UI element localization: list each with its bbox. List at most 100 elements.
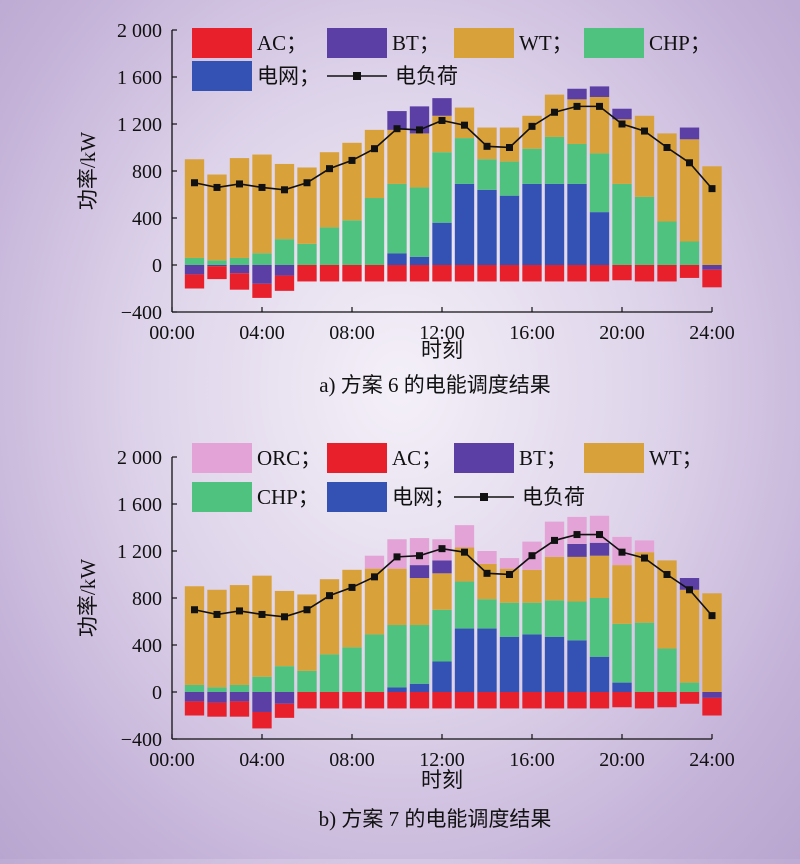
load-point-16	[528, 122, 536, 130]
bar-grid-18	[567, 640, 587, 692]
bar-WT-2	[207, 589, 227, 688]
bar-BT-11	[409, 565, 430, 579]
bar-AC-20	[612, 692, 632, 708]
bar-WT-22	[657, 133, 677, 222]
load-point-20	[618, 548, 626, 556]
bar-CHP-7	[319, 227, 340, 265]
bar-CHP-4	[252, 676, 272, 692]
bar-grid-19	[589, 212, 610, 266]
bar-CHP-19	[589, 598, 610, 657]
bar-CHP-3	[229, 257, 250, 265]
x-tick-label: 04:00	[239, 749, 285, 771]
bar-AC-18	[567, 692, 587, 709]
bar-WT-1	[184, 159, 205, 258]
load-point-19	[596, 102, 603, 110]
legend-label-grid: 电网；	[392, 485, 455, 509]
bar-WT-18	[567, 556, 587, 602]
bar-AC-7	[319, 265, 340, 282]
bar-ORC-15	[499, 558, 520, 569]
y-tick-label: −400	[121, 302, 162, 324]
bar-CHP-12	[432, 152, 452, 223]
bar-WT-17	[544, 556, 565, 601]
bar-WT-2	[207, 174, 227, 261]
bar-WT-6	[297, 167, 317, 244]
bar-AC-10	[387, 692, 407, 709]
load-point-21	[641, 554, 648, 562]
bar-AC-21	[634, 692, 655, 709]
bar-CHP-6	[297, 243, 317, 265]
bar-WT-23	[679, 139, 700, 242]
bar-CHP-14	[477, 159, 497, 190]
bar-CHP-17	[544, 136, 565, 184]
bar-WT-9	[364, 568, 385, 635]
load-point-10	[393, 553, 401, 561]
bar-BT-24	[702, 692, 722, 698]
bar-WT-22	[657, 560, 677, 649]
bar-AC-5	[274, 703, 295, 718]
bar-grid-10	[387, 253, 407, 265]
bar-AC-21	[634, 265, 655, 282]
bar-WT-5	[274, 163, 295, 240]
bar-ORC-18	[567, 516, 587, 544]
legend-swatch-grid	[192, 61, 252, 91]
x-tick-label: 12:00	[419, 749, 465, 771]
load-point-17	[551, 108, 558, 116]
bar-CHP-2	[207, 260, 227, 265]
load-point-23	[686, 586, 693, 594]
bar-AC-19	[589, 692, 610, 709]
bar-BT-23	[679, 127, 700, 140]
bar-AC-17	[544, 692, 565, 709]
bar-AC-3	[229, 273, 250, 290]
bar-CHP-13	[454, 138, 475, 184]
load-point-1	[191, 179, 198, 187]
bar-WT-6	[297, 594, 317, 671]
y-tick-label: 2 000	[117, 20, 162, 42]
bar-WT-8	[342, 142, 362, 221]
bar-AC-17	[544, 265, 565, 282]
load-point-18	[573, 531, 581, 539]
y-tick-label: −400	[121, 729, 162, 751]
bar-WT-8	[342, 569, 362, 648]
load-point-14	[483, 142, 491, 150]
bar-AC-22	[657, 692, 677, 708]
bar-BT-3	[229, 692, 250, 702]
bar-CHP-19	[589, 153, 610, 213]
bar-WT-3	[229, 585, 250, 685]
bar-AC-3	[229, 701, 250, 717]
legend-marker-load	[353, 72, 361, 80]
legend-label-WT: WT；	[519, 31, 573, 55]
bar-CHP-11	[409, 625, 430, 684]
bar-CHP-3	[229, 684, 250, 692]
y-tick-label: 0	[152, 682, 162, 704]
load-point-2	[213, 183, 221, 191]
bar-CHP-16	[522, 602, 542, 635]
series-line-load	[194, 533, 713, 618]
legend-swatch-AC	[192, 28, 252, 58]
bar-AC-1	[184, 274, 205, 289]
bar-BT-2	[207, 265, 227, 267]
load-point-5	[281, 613, 288, 621]
bar-AC-9	[364, 265, 385, 282]
y-tick-label: 400	[132, 208, 162, 230]
load-point-23	[686, 159, 693, 167]
bar-CHP-11	[409, 187, 430, 257]
bar-WT-14	[477, 563, 497, 600]
bar-grid-19	[589, 656, 610, 692]
legend-label-CHP: CHP；	[257, 485, 319, 509]
bar-AC-11	[409, 265, 430, 282]
bar-grid-15	[499, 195, 520, 265]
bar-CHP-2	[207, 687, 227, 692]
bar-BT-11	[409, 106, 430, 134]
bar-grid-15	[499, 636, 520, 692]
bar-CHP-12	[432, 609, 452, 662]
bar-WT-4	[252, 154, 272, 254]
bar-WT-24	[702, 593, 722, 692]
series-line-load	[194, 105, 713, 191]
bar-BT-20	[612, 108, 632, 120]
load-point-18	[573, 102, 581, 110]
y-axis-label: 功率/kW	[76, 132, 100, 210]
bar-CHP-21	[634, 622, 655, 692]
bar-grid-11	[409, 683, 430, 692]
chart-caption: b) 方案 7 的电能调度结果	[319, 807, 552, 831]
legend-label-grid: 电网；	[257, 64, 320, 88]
